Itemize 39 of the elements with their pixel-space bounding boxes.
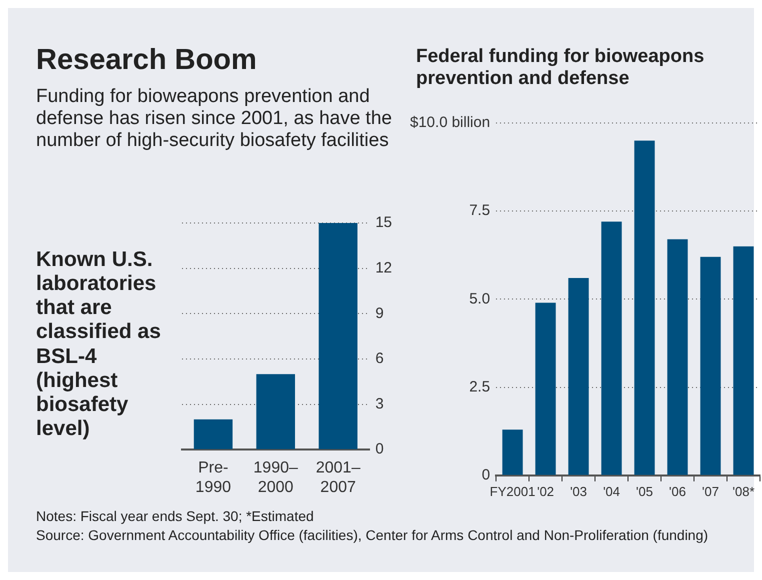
chart-title: Research Boom <box>36 44 258 78</box>
bar <box>667 239 688 475</box>
y-tick-label: 5.0 <box>469 290 490 308</box>
y-tick-label: 0 <box>482 466 490 484</box>
y-tick-label: 7.5 <box>469 202 490 220</box>
x-tick-label: 2001–2007 <box>316 460 360 496</box>
x-tick-label: '02 <box>537 484 554 499</box>
y-tick-label: 9 <box>375 304 384 322</box>
bar <box>568 278 589 475</box>
x-tick-label: FY2001 <box>490 484 536 499</box>
x-tick-label: '08* <box>732 484 755 499</box>
bar <box>194 419 233 450</box>
x-tick-label: '06 <box>669 484 686 499</box>
bar <box>535 302 556 475</box>
bar <box>256 374 296 450</box>
bar <box>601 222 622 475</box>
y-tick-label: 12 <box>375 259 392 276</box>
source-note: Source: Government Accountability Office (facilities), Center for Arms Control and Non-Proliferation (funding) <box>36 527 710 544</box>
y-tick-label: 3 <box>375 395 384 412</box>
y-tick-label: 6 <box>375 350 384 368</box>
x-tick-label: '03 <box>570 484 588 499</box>
bar <box>502 430 523 475</box>
y-tick-label: 2.5 <box>469 378 490 396</box>
chart-title: Federal funding for bioweapons prevention and defense <box>416 46 706 90</box>
bar <box>634 140 655 475</box>
x-tick-label: '05 <box>636 484 654 499</box>
chart-subtitle: Funding for bioweapons prevention and defense has risen since 2001, as have the number of high-security biosafety facilities <box>36 86 393 152</box>
text: Notes: Fiscal year ends Sept. 30; *Estimated <box>36 508 315 524</box>
x-tick-label: Pre-1990 <box>195 460 232 496</box>
x-tick-label: '07 <box>702 484 719 499</box>
bar <box>733 246 754 475</box>
y-tick-label: $10.0 billion <box>410 114 490 132</box>
x-tick-label: '04 <box>603 484 620 499</box>
bar <box>700 256 721 475</box>
y-tick-label: 0 <box>375 440 384 458</box>
x-tick-label: 1990–2000 <box>253 460 298 496</box>
y-tick-label: 15 <box>375 214 392 232</box>
bar <box>318 223 358 450</box>
text: Known U.S. laboratories that are classified as BSL-4 (highest biosafety level) <box>36 248 162 442</box>
